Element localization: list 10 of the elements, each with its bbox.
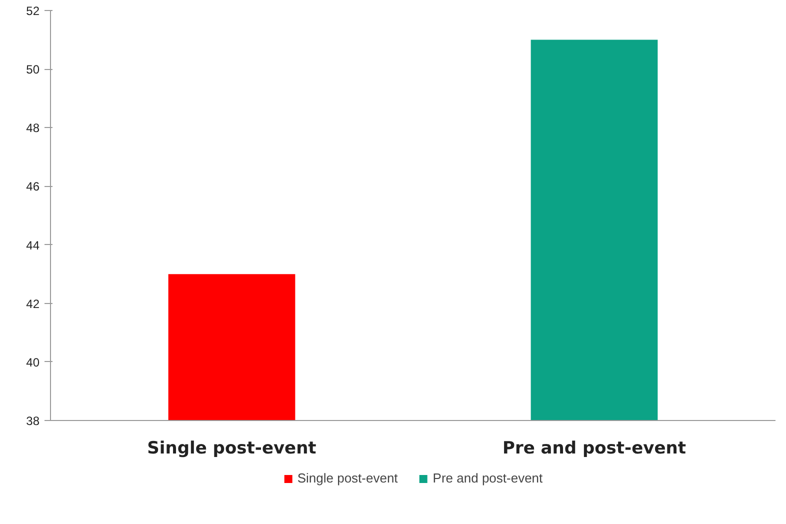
y-tick-label: 38: [26, 414, 40, 428]
y-tick-label: 48: [26, 121, 40, 136]
y-tick-label: 46: [26, 180, 40, 194]
y-tick-label: 44: [26, 238, 40, 252]
y-tick-label: 52: [26, 4, 40, 18]
y-tick-label: 42: [26, 296, 40, 311]
y-tick-label: 50: [26, 62, 40, 77]
y-tick-label: 40: [26, 355, 40, 370]
legend-label: Pre and post-event: [432, 470, 543, 486]
legend-label: Single post-event: [297, 470, 398, 486]
